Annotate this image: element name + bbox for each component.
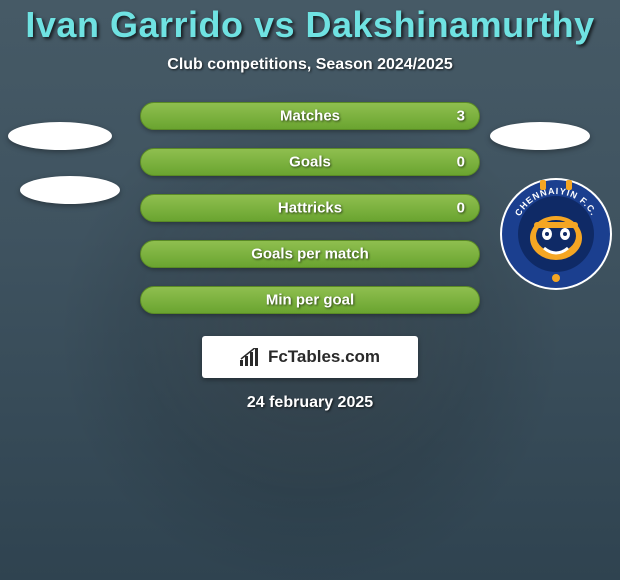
page-title: Ivan Garrido vs Dakshinamurthy	[0, 4, 620, 46]
stat-label: Matches	[280, 108, 340, 125]
stats-list: Matches 3 Goals 0 Hattricks 0 Goals per …	[140, 102, 480, 314]
subtitle: Club competitions, Season 2024/2025	[0, 56, 620, 74]
player-badge-left-2	[20, 176, 120, 204]
date-label: 24 february 2025	[0, 394, 620, 412]
stat-row-matches: Matches 3	[140, 102, 480, 130]
club-crest: CHENNAIYIN F.C.	[500, 178, 612, 290]
stat-label: Goals per match	[251, 246, 369, 263]
stat-value: 3	[457, 108, 465, 125]
logo-text: FcTables.com	[268, 347, 380, 367]
source-logo: FcTables.com	[202, 336, 418, 378]
stat-label: Min per goal	[266, 292, 354, 309]
stat-value: 0	[457, 154, 465, 171]
stat-label: Goals	[289, 154, 331, 171]
player-badge-right-1	[490, 122, 590, 150]
stat-label: Hattricks	[278, 200, 342, 217]
stat-row-hattricks: Hattricks 0	[140, 194, 480, 222]
stat-row-goals: Goals 0	[140, 148, 480, 176]
stat-row-min-per-goal: Min per goal	[140, 286, 480, 314]
stat-row-goals-per-match: Goals per match	[140, 240, 480, 268]
chart-icon	[240, 348, 262, 366]
player-badge-left-1	[8, 122, 112, 150]
stat-value: 0	[457, 200, 465, 217]
